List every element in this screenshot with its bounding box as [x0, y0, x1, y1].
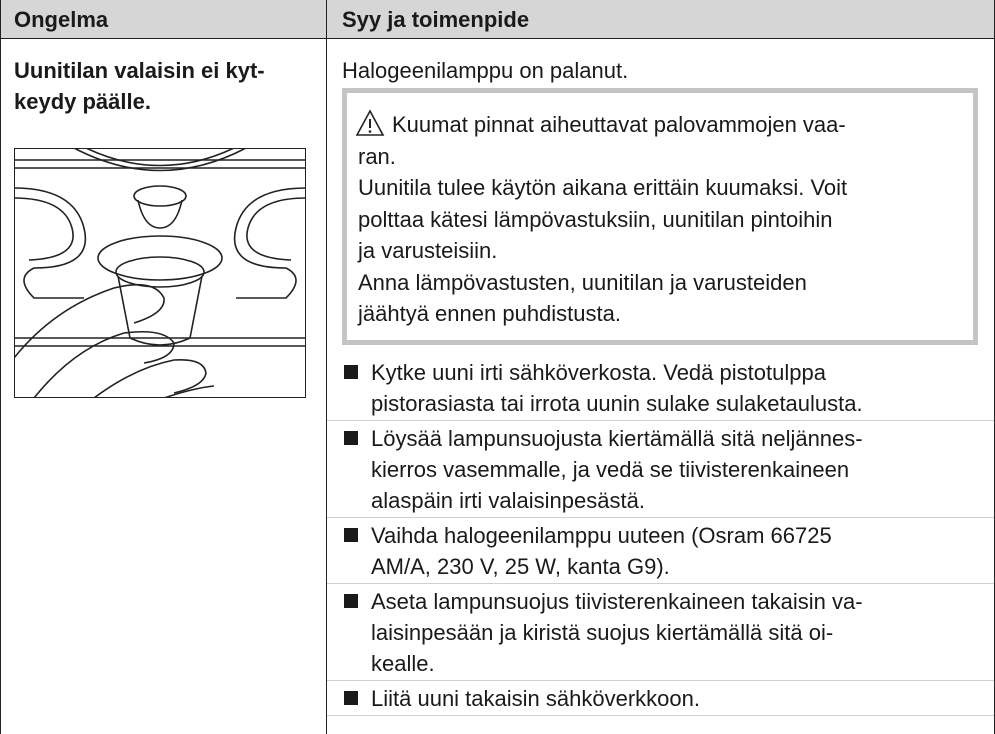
- problem-text: keydy päälle.: [14, 89, 151, 114]
- cause-text: Halogeenilamppu on palanut.: [342, 58, 629, 83]
- step-text: laisinpesään ja kiristä suojus kiertämäl…: [371, 620, 834, 645]
- warning-text: Uunitila tulee käytön aikana erittäin ku…: [358, 175, 848, 200]
- bullet: [344, 594, 358, 608]
- warning-text: ja varusteisiin.: [358, 238, 498, 263]
- warning-box: [342, 88, 978, 345]
- step-text: kealle.: [371, 651, 435, 676]
- step-separator: [327, 715, 994, 716]
- warning-text: polttaa kätesi lämpövastuksiin, uunitila…: [358, 206, 833, 232]
- step-text: Kytke uuni irti sähköverkosta. Vedä pist…: [371, 360, 826, 385]
- step-text: Vaihda halogeenilamppu uuteen (Osram 667…: [371, 523, 832, 548]
- bullet: [344, 365, 358, 379]
- step-separator: [327, 517, 994, 518]
- step-text: AM/A, 230 V, 25 W, kanta G9).: [371, 554, 670, 579]
- warning-title: ran.: [358, 143, 396, 169]
- bullet: [344, 691, 358, 705]
- problem-text: Uunitilan valaisin ei kyt-: [14, 58, 265, 83]
- warning-text: jäähtyä ennen puhdistusta.: [358, 301, 621, 326]
- step-text: alaspäin irti valaisinpesästä.: [371, 488, 645, 513]
- warning-title: Kuumat pinnat aiheuttavat palovammojen v…: [392, 112, 846, 137]
- warning-icon: [355, 109, 385, 136]
- lamp-illustration: [14, 148, 306, 398]
- bullet: [344, 528, 358, 542]
- step-text: Liitä uuni takaisin sähköverkkoon.: [371, 686, 700, 711]
- step-text: pistorasiasta tai irrota uunin sulake su…: [371, 391, 863, 416]
- step-text: Aseta lampunsuojus tiivisterenkaineen ta…: [371, 589, 863, 614]
- column-divider: [326, 0, 327, 734]
- step-separator: [327, 420, 994, 421]
- table-border-left: [0, 0, 1, 734]
- warning-text: Anna lämpövastusten, uunitilan ja varust…: [358, 269, 807, 295]
- bullet: [344, 431, 358, 445]
- step-text: Löysää lampunsuojusta kiertämällä sitä n…: [371, 426, 863, 451]
- step-separator: [327, 583, 994, 584]
- header-cell: Syy ja toimenpide: [342, 7, 530, 32]
- step-text: kierros vasemmalle, ja vedä se tiivister…: [371, 457, 850, 482]
- header-cell: Ongelma: [14, 7, 109, 32]
- header-bg: [0, 0, 995, 39]
- step-separator: [327, 680, 994, 681]
